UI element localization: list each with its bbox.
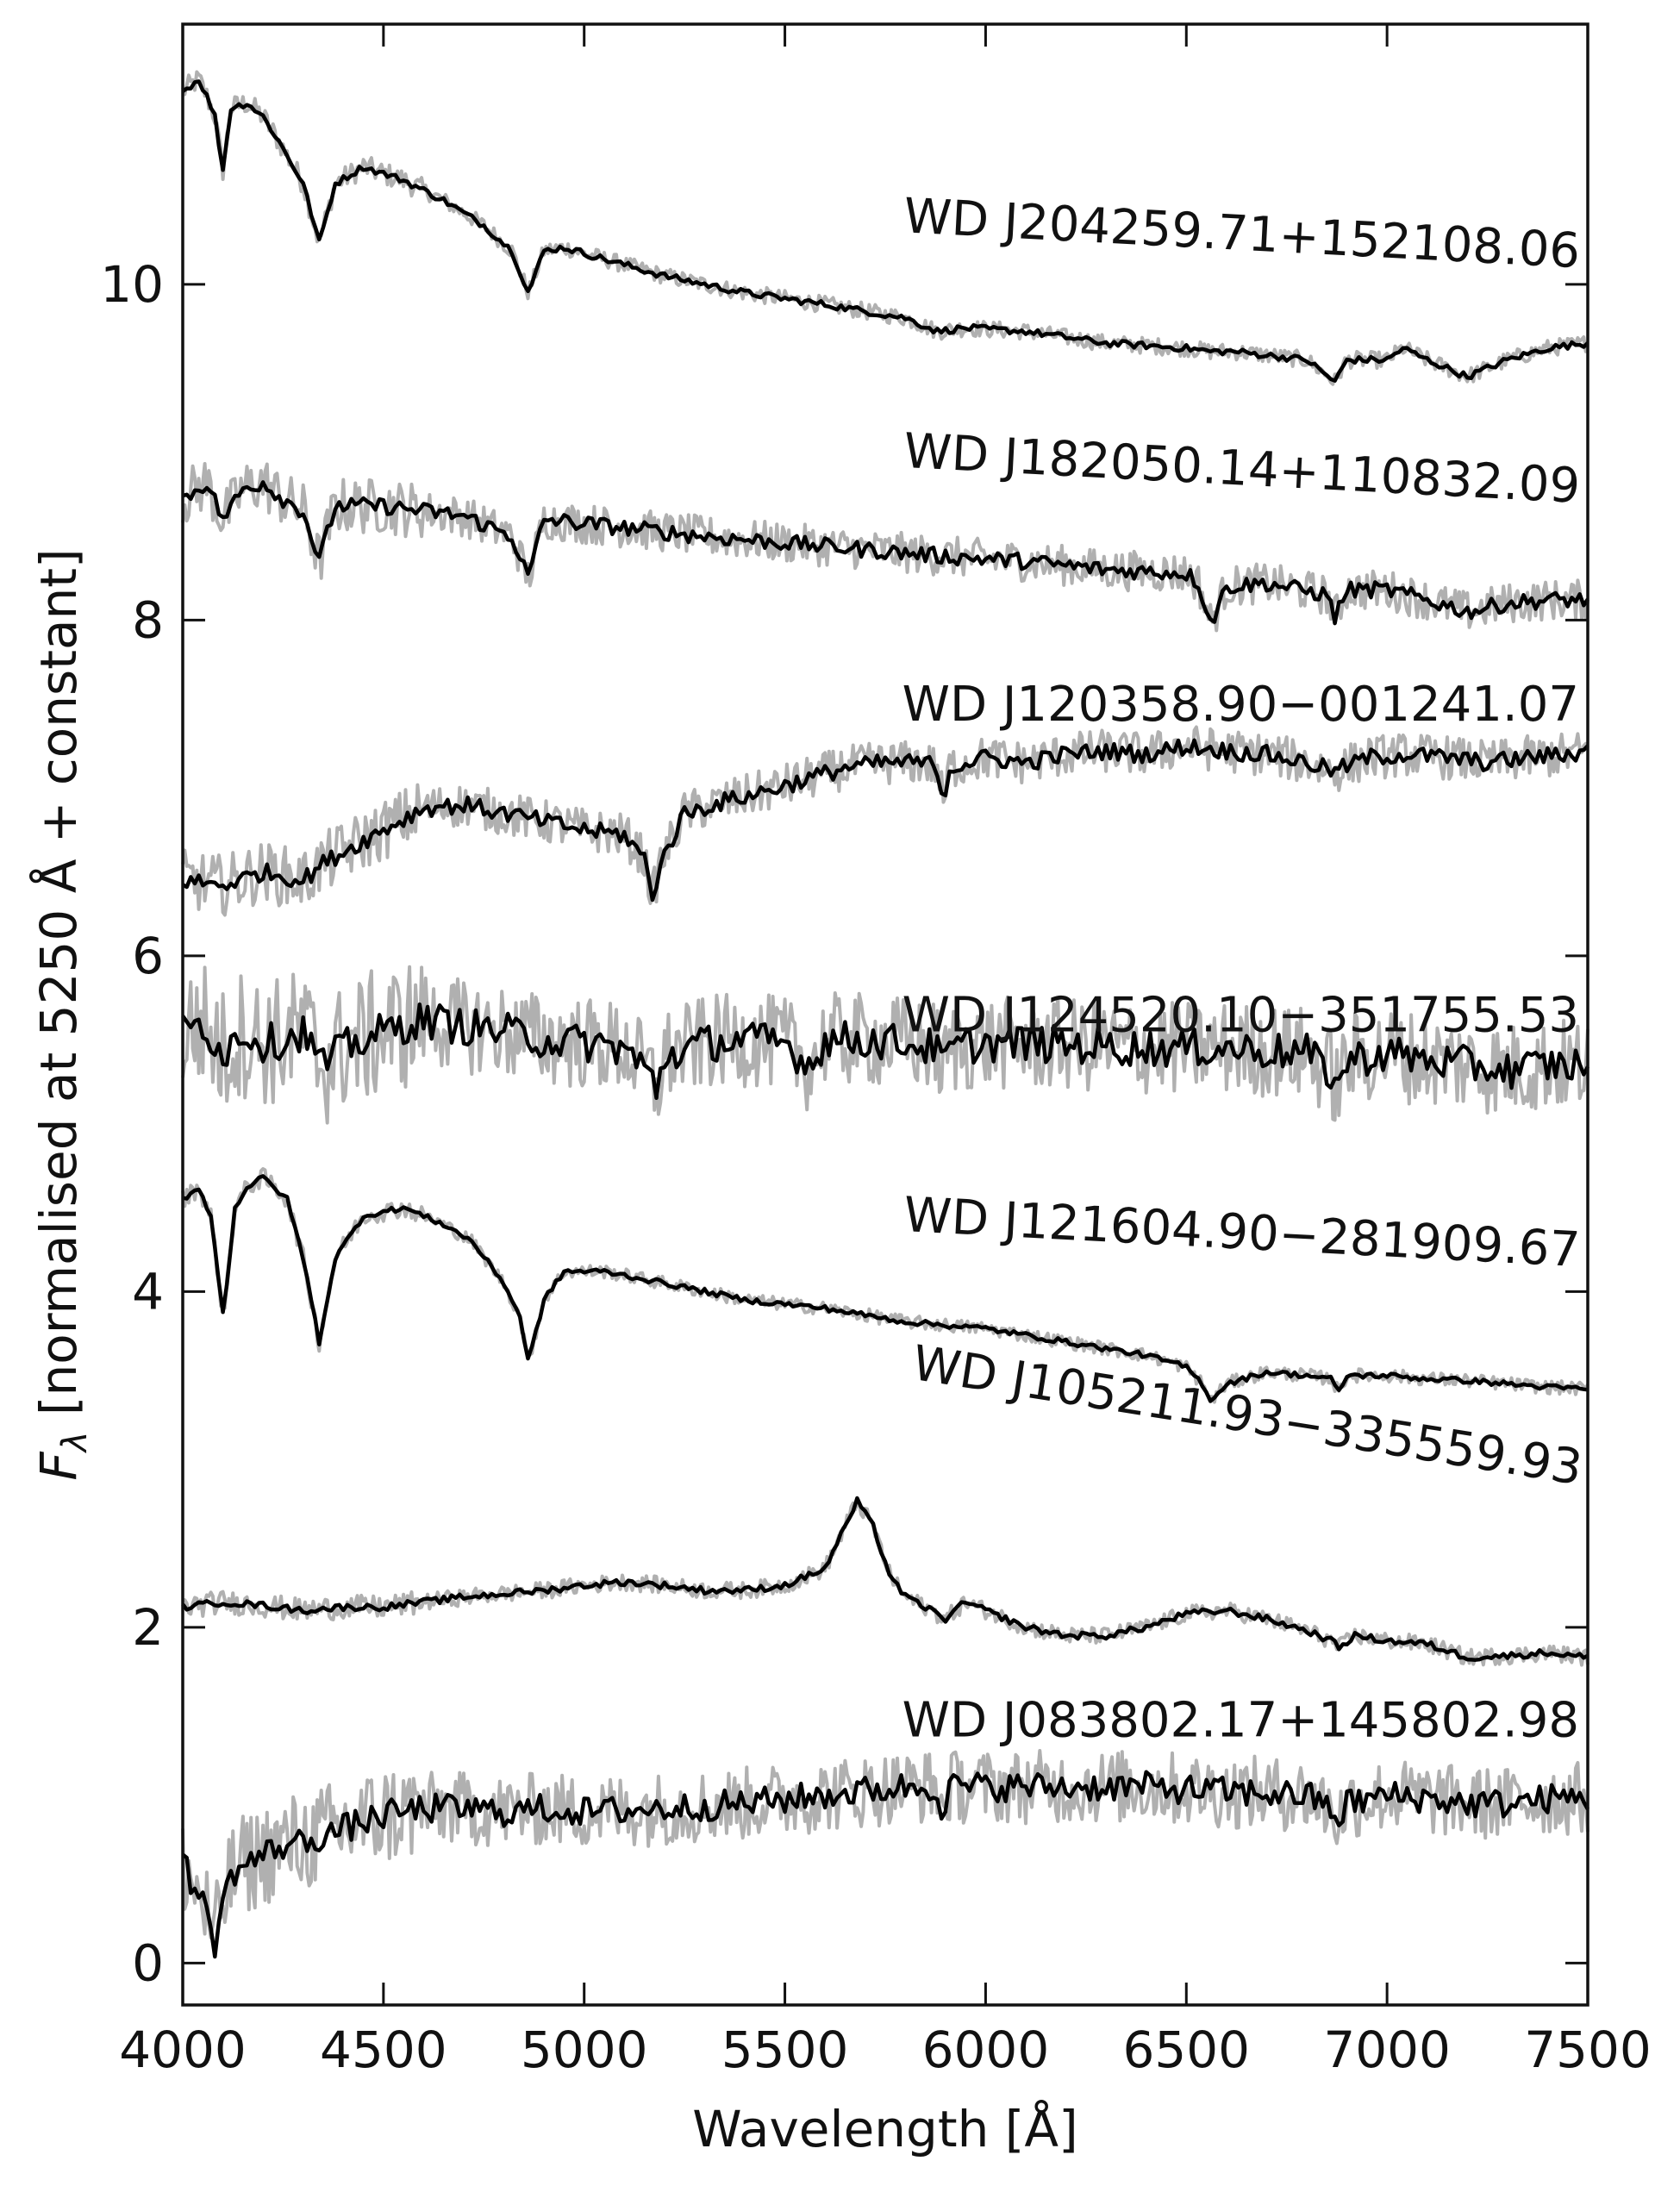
y-axis-title: Fλ [normalised at 5250 Å + constant] — [28, 548, 95, 1480]
y-tick-label: 0 — [132, 1933, 164, 1992]
series-smoothed-line — [181, 1496, 1589, 1662]
plot-area — [181, 70, 1589, 1959]
x-tick-label: 6500 — [1122, 2020, 1250, 2079]
x-tick-label: 5000 — [521, 2020, 648, 2079]
tick-group — [181, 24, 1589, 2005]
x-axis-title: Wavelength [Å] — [692, 2099, 1077, 2158]
x-tick-label: 6000 — [922, 2020, 1050, 2079]
y-axis-title-text: [normalised at 5250 Å + constant] — [28, 548, 88, 1431]
y-tick-label: 2 — [132, 1598, 164, 1657]
y-tick-label: 10 — [100, 255, 164, 314]
series-smoothed-line — [182, 480, 1589, 626]
y-axis-title-subscript: λ — [55, 1432, 95, 1454]
x-tick-label: 5500 — [721, 2020, 849, 2079]
series-label: WD J083802.17+145802.98 — [902, 1692, 1579, 1748]
series-label: WD J120358.90−001241.07 — [902, 677, 1579, 733]
y-axis-title-symbol: F — [29, 1451, 88, 1481]
x-tick-label: 4000 — [119, 2020, 247, 2079]
series-smoothed-line — [182, 1174, 1589, 1403]
y-tick-label: 4 — [132, 1262, 164, 1321]
y-axis-title-group: Fλ [normalised at 5250 Å + constant] — [28, 548, 95, 1480]
x-tick-label: 7000 — [1323, 2020, 1451, 2079]
series-smoothed-line — [181, 1770, 1589, 1959]
axes-frame — [181, 22, 1589, 2007]
series-smoothed-line — [181, 79, 1589, 383]
series-label: WD J124520.10−351755.53 — [902, 987, 1579, 1043]
y-tick-label: 6 — [132, 927, 164, 985]
tick-label-group: 4000 4500 5000 5500 6000 6500 7000 7500 0 2 4 6 8 10 — [100, 255, 1652, 2079]
series-smoothed-line — [181, 738, 1589, 903]
x-tick-label: 7500 — [1524, 2020, 1652, 2079]
y-tick-label: 8 — [132, 590, 164, 649]
series-smoothed-line — [181, 1002, 1589, 1101]
x-tick-label: 4500 — [320, 2020, 447, 2079]
series-observed-line — [181, 1749, 1589, 1939]
